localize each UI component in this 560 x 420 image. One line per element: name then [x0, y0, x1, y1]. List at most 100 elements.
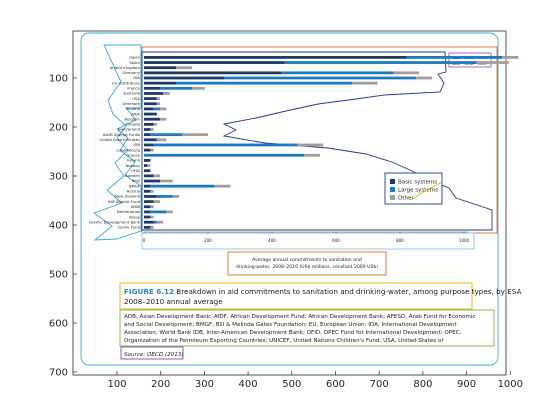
bar-segment-other: [393, 71, 420, 75]
x-tick-label: 200: [151, 379, 170, 390]
legend-swatch: [390, 187, 395, 192]
bar-segment-other: [416, 76, 432, 80]
bar-segment-other: [150, 215, 154, 219]
bar-segment-basic: [144, 179, 160, 183]
abbreviations-note: ADB, Asian Development Bank; AfDF, Afric…: [124, 314, 476, 344]
x-tick-label: 100: [107, 379, 126, 390]
outer-figure-frame: [80, 32, 499, 366]
bar-segment-other: [156, 220, 164, 224]
bar-segment-basic: [144, 215, 151, 219]
source-note: Source: OECD (2013): [124, 352, 184, 358]
bar-segment-other: [304, 153, 320, 157]
bar-segment-other: [182, 133, 208, 137]
row-label: Germany: [123, 70, 141, 75]
row-label: Norway: [126, 163, 141, 168]
x-tick-label: 700: [370, 379, 389, 390]
figure-x-tick-label: 600: [332, 238, 340, 243]
figure-x-ticks: 0 200 400 600 800 1000: [143, 232, 470, 243]
bar-segment-other: [156, 97, 160, 100]
bar-segment-basic: [144, 148, 151, 152]
row-label: Japan: [128, 55, 140, 60]
row-label: AsDB Special Funds: [103, 132, 140, 137]
row-label: Denmark: [123, 101, 141, 106]
bar-segment-large: [150, 184, 215, 188]
bar-segment-basic: [144, 128, 151, 131]
bar-segment-other: [214, 184, 231, 188]
row-label: United Arab Emirates: [99, 137, 140, 142]
row-label: Sweden: [125, 173, 141, 178]
bar-segment-other: [150, 205, 154, 209]
x-tick-label: 800: [413, 379, 432, 390]
bar-segment-other: [160, 107, 167, 111]
bar-segment-large: [153, 143, 298, 147]
bar-segment-basic: [144, 164, 148, 167]
bar-segment-large: [284, 61, 477, 64]
y-tick-label: 400: [49, 221, 68, 232]
row-label: IDB Special Fund: [108, 199, 141, 204]
source-outline: [120, 346, 184, 360]
bar-segment-basic: [144, 225, 151, 229]
x-tick-label: 400: [239, 379, 258, 390]
abbreviations-line: ADB, Asian Development Bank; AfDF, Afric…: [124, 314, 476, 320]
x-axis-label-outline: [227, 251, 387, 276]
row-label: Canada: [126, 122, 140, 127]
bar-segment-basic: [144, 112, 157, 116]
chart-body-outline: [141, 51, 493, 231]
bar-segment-other: [297, 143, 324, 147]
bar-segment-basic: [144, 81, 176, 85]
bar-segment-basic: [144, 138, 157, 142]
bar-segment-other: [352, 81, 378, 85]
bar-segment-large: [153, 107, 160, 111]
row-label: AfDF: [131, 111, 140, 116]
row-label: France: [127, 86, 140, 91]
bar-segment-basic: [144, 189, 151, 193]
bar-segment-basic: [144, 97, 157, 100]
bar-segment-other: [147, 164, 151, 167]
bar-segment-other: [163, 92, 170, 95]
row-label: New Zealand: [115, 194, 141, 199]
x-tick-label: 600: [326, 379, 345, 390]
y-tick-label: 500: [49, 270, 68, 281]
row-label: Isome Fund: [118, 225, 140, 230]
x-tick-label: 300: [195, 379, 214, 390]
row-label: Australia: [123, 91, 140, 96]
bar-segment-basic: [144, 56, 407, 59]
bar-segment-other: [153, 122, 157, 126]
row-label: Finland: [126, 106, 140, 111]
row-label: Korea: [129, 214, 140, 219]
row-label: EU Institutions: [112, 80, 140, 85]
row-label: Netherlands: [117, 209, 140, 214]
legend-label: Large systems: [398, 188, 438, 194]
bar-segment-basic: [144, 76, 224, 80]
bar-segment-large: [406, 56, 503, 59]
bar-segment-basic: [144, 117, 160, 121]
bar-segment-other: [176, 66, 192, 70]
row-label: United Kingdom: [110, 65, 141, 70]
y-tick-label: 600: [49, 319, 68, 330]
bar-segment-other: [192, 86, 205, 90]
x-tick-label: 1000: [498, 379, 523, 390]
bar-segment-basic: [144, 159, 151, 162]
bar-segment-large: [281, 71, 394, 75]
legend-swatch: [390, 195, 395, 200]
row-label: Belgium: [124, 116, 140, 121]
row-label: IDA: [133, 75, 140, 80]
bar-segment-basic: [144, 66, 176, 70]
x-axis-label-line2: drinking-water, 2008–2010 (US$ millions,…: [236, 264, 378, 270]
bar-segment-other: [160, 179, 173, 183]
bar-segment-large: [150, 133, 183, 137]
bar-segment-basic: [144, 184, 151, 188]
bar-segment-other: [160, 117, 167, 121]
bar-chart: [144, 56, 519, 229]
bar-segment-other: [172, 195, 180, 198]
row-label: Switzerland: [118, 127, 141, 132]
row-label: IDB: [133, 142, 140, 147]
row-label: Austria: [127, 189, 140, 194]
figure-x-axis-outline: [141, 232, 475, 250]
top-legend-label: Other: [477, 62, 487, 66]
x-axis-ticks: 100 200 300 400 500 600 700 800 900 1000: [107, 371, 523, 390]
bar-segment-basic: [144, 107, 154, 111]
figure-caption-line1: FIGURE 6.12 Breakdown in aid commitments…: [124, 287, 521, 296]
